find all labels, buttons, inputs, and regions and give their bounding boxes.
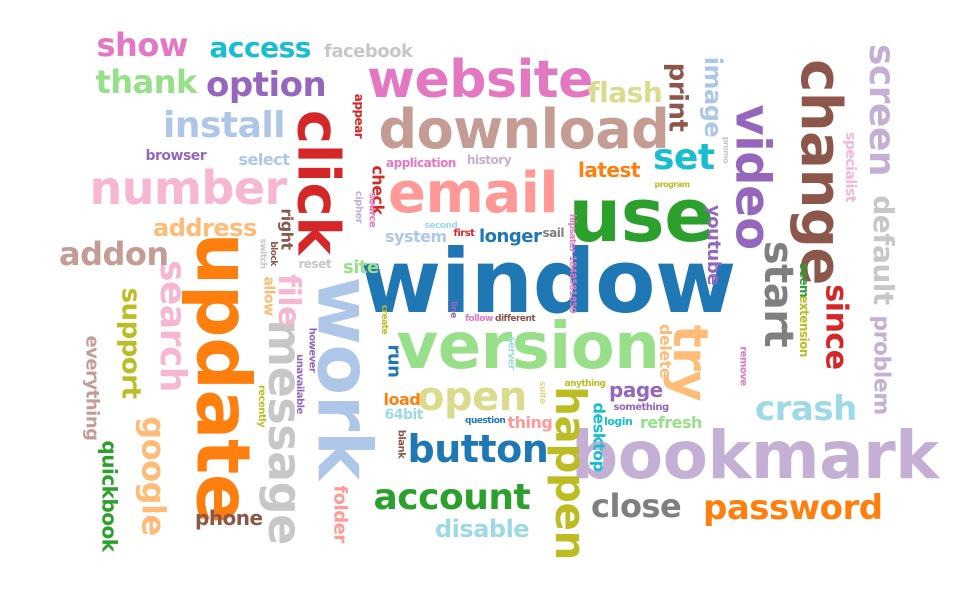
word-click: click [283, 109, 352, 255]
word-seem: seem [796, 263, 811, 297]
word-remove: remove [737, 346, 749, 386]
word-line: line [447, 300, 458, 318]
word-work: work [299, 276, 386, 480]
word-right: right [277, 208, 297, 250]
word-website: website [367, 50, 593, 110]
word-promo: promo [720, 136, 730, 164]
word-switch: switch [257, 238, 268, 268]
word-window: window [360, 230, 736, 333]
word-server: server [504, 336, 516, 370]
word-message: message [257, 319, 312, 545]
word-email: email [388, 161, 559, 226]
word-select: select [238, 150, 290, 169]
word-number: number [89, 161, 288, 215]
word-recently: recently [256, 384, 268, 428]
word-suite: suite [536, 380, 547, 404]
word-browser: browser [145, 148, 207, 164]
word-login: login [604, 414, 633, 428]
word-address: address [153, 214, 257, 242]
word-allow: allow [260, 276, 277, 316]
word-flash: flash [587, 76, 663, 109]
word-hipsater-1848581850: hipsater-1848581850 [566, 213, 577, 313]
word-something: something [613, 402, 670, 413]
word-longer: longer [479, 226, 542, 247]
word-search: search [151, 260, 193, 392]
word-second: second [424, 220, 458, 231]
word-anything: anything [564, 378, 607, 389]
word-extension: extension [796, 295, 811, 357]
word-blank: blank [394, 429, 406, 459]
word-crash: crash [755, 389, 857, 429]
word-option: option [206, 65, 327, 105]
word-reset: reset [298, 257, 332, 271]
word-system: system [385, 227, 447, 246]
word-disable: disable [435, 515, 530, 543]
word-sail: sail [542, 226, 565, 240]
word-use: use [568, 173, 715, 259]
word-run: run [383, 344, 405, 378]
word-version: version [396, 310, 660, 384]
word-folder: folder [329, 485, 351, 543]
word-delete: delete [656, 323, 676, 379]
word-start: start [755, 240, 802, 348]
word-refresh: refresh [640, 413, 702, 432]
word-however: however [305, 327, 317, 373]
word-print: print [661, 62, 692, 132]
word-follow: follow [465, 313, 493, 324]
word-video: video [724, 104, 781, 250]
word-image: image [699, 56, 728, 138]
word-default: default [866, 195, 900, 305]
word-since: since [818, 284, 854, 370]
word-set: set [653, 137, 715, 178]
word-install: install [163, 105, 286, 146]
word-screen: screen [860, 44, 902, 176]
word-latest: latest [578, 158, 640, 182]
word-desktop: desktop [589, 402, 609, 472]
word-youtube: youtube [702, 205, 724, 285]
word-cipher: cipher [353, 190, 365, 224]
word-thing: thing [507, 413, 553, 432]
word-unavailable: unavailable [293, 354, 305, 414]
word-appear: appear [352, 93, 367, 139]
word-problem: problem [868, 315, 894, 415]
word-block: block [267, 240, 278, 266]
word-different: different [495, 313, 536, 324]
word-download: download [378, 98, 670, 161]
word-google: google [134, 416, 173, 536]
word-button: button [407, 427, 549, 471]
word-file: file [270, 274, 306, 326]
word-specialist: specialist [842, 131, 859, 203]
word-application: application [386, 156, 456, 170]
word-64bit: 64bit [384, 407, 424, 423]
word-site: site [343, 257, 379, 278]
word-quickbook: quickbook [97, 440, 122, 552]
word-create: create [378, 304, 389, 334]
word-everything: everything [81, 335, 103, 441]
word-show: show [96, 26, 189, 64]
word-page: page [609, 378, 663, 402]
word-facebook: facebook [324, 41, 413, 62]
word-password: password [703, 488, 883, 528]
word-load: load [383, 390, 421, 409]
word-history: history [467, 153, 512, 167]
word-update: update [179, 232, 266, 524]
word-access: access [209, 31, 312, 64]
word-addon: addon [59, 235, 169, 273]
word-close: close [591, 487, 682, 525]
word-question: question [465, 415, 506, 426]
word-phone: phone [195, 506, 263, 530]
word-source: source [365, 192, 377, 228]
word-happen: happen [545, 386, 595, 560]
word-bookmark: bookmark [571, 417, 939, 494]
word-support: support [114, 287, 145, 399]
word-program: program [654, 180, 691, 189]
word-account: account [373, 477, 531, 518]
word-first: first [453, 228, 475, 239]
word-thank: thank [95, 63, 198, 101]
word-open: open [417, 374, 527, 420]
